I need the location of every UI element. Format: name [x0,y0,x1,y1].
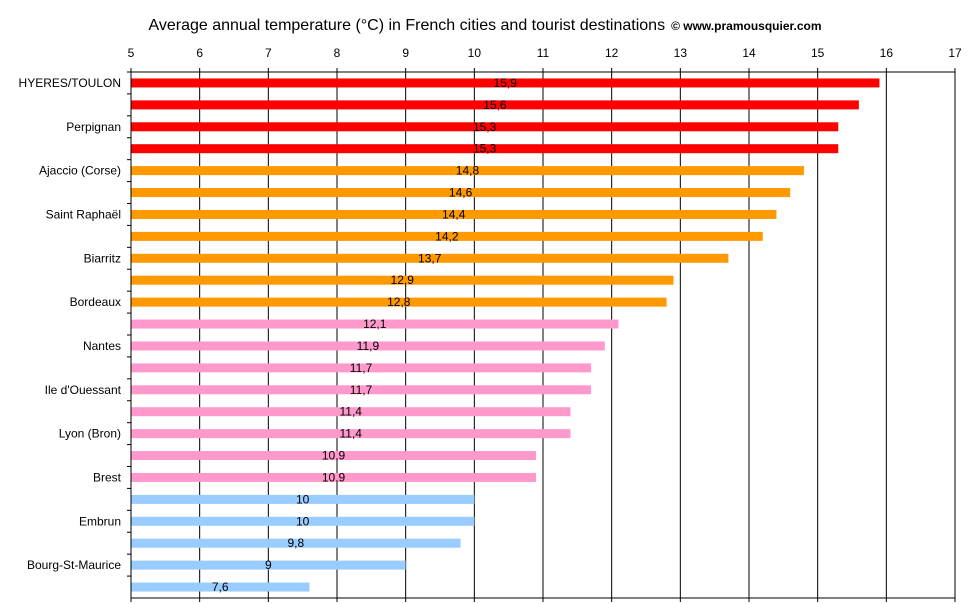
category-label-16: Lyon (Bron) [59,427,121,441]
axes [127,68,956,602]
data-label-9: 12,9 [391,273,415,287]
data-label-7: 14,2 [435,229,459,243]
data-label-11: 12,1 [363,317,387,331]
data-labels: 15,9 15,6 15,3 15,3 14,8 14,6 14,4 14,2 13,712,9… [212,76,517,594]
x-tick-label-5: 5 [128,46,135,60]
data-label-3: 15,3 [473,142,497,156]
x-tick-label-9: 9 [402,46,409,60]
data-label-1: 15,6 [483,98,507,112]
data-label-5: 14,6 [449,186,473,200]
category-label-12: Nantes [83,339,121,353]
bar-15 [131,407,571,417]
x-tick-label-15: 15 [811,46,825,60]
bar-3 [131,144,839,154]
category-label-14: Ile d'Ouessant [45,383,122,397]
chart-title: Average annual temperature (°C) in Frenc… [0,17,970,35]
data-label-20: 10 [296,514,310,528]
data-label-21: 9,8 [287,536,304,550]
bar-10 [131,297,667,307]
copyright-text: © www.pramousquier.com [671,19,822,33]
bar-8 [131,253,729,263]
bar-22 [131,560,406,570]
data-label-19: 10 [296,492,310,506]
data-label-18: 10,9 [322,470,346,484]
category-label-8: Biarritz [84,251,121,265]
data-label-0: 15,9 [494,76,518,90]
x-tick-label-16: 16 [880,46,894,60]
x-tick-label-8: 8 [334,46,341,60]
data-label-14: 11,7 [350,383,373,397]
data-label-15: 11,4 [339,405,362,419]
bar-0 [131,78,880,88]
bar-12 [131,341,605,351]
x-tick-label-6: 6 [196,46,203,60]
category-label-4: Ajaccio (Corse) [39,164,121,178]
category-label-20: Embrun [79,514,121,528]
grid-lines [199,72,956,598]
bar-13 [131,363,592,373]
bar-14 [131,385,592,395]
data-label-17: 10,9 [322,449,346,463]
bar-16 [131,429,571,439]
bar-23 [131,582,310,592]
data-label-23: 7,6 [212,580,229,594]
bar-1 [131,100,859,110]
category-label-22: Bourg-St-Maurice [27,558,121,572]
bar-19 [131,494,475,504]
category-label-10: Bordeaux [70,295,121,309]
category-label-18: Brest [93,470,122,484]
bar-4 [131,166,804,176]
data-label-16: 11,4 [339,427,362,441]
data-label-4: 14,8 [456,164,480,178]
x-tick-label-7: 7 [265,46,272,60]
x-tick-label-12: 12 [605,46,619,60]
data-label-13: 11,7 [350,361,373,375]
bar-2 [131,122,839,132]
x-tick-label-10: 10 [468,46,482,60]
x-tick-label-14: 14 [742,46,756,60]
bar-20 [131,516,475,526]
bar-6 [131,209,777,219]
bar-5 [131,188,791,198]
data-label-6: 14,4 [442,207,466,221]
bar-18 [131,472,537,482]
category-label-6: Saint Raphaël [46,207,121,221]
bars [131,78,880,592]
x-tick-label-13: 13 [674,46,688,60]
x-tick-label-17: 17 [948,46,962,60]
data-label-2: 15,3 [473,120,497,134]
category-label-0: HYERES/TOULON [19,76,121,90]
x-tick-label-11: 11 [537,46,550,60]
data-label-22: 9 [265,558,272,572]
category-label-2: Perpignan [66,120,121,134]
bar-7 [131,231,763,241]
bar-21 [131,538,461,548]
bar-11 [131,319,619,329]
bar-9 [131,275,674,285]
data-label-12: 11,9 [357,339,380,353]
y-category-labels: HYERES/TOULON Perpignan Ajaccio (Corse) Sai… [19,76,122,572]
data-label-10: 12,8 [387,295,411,309]
bar-17 [131,451,537,461]
chart-title-text: Average annual temperature (°C) in Frenc… [148,17,666,34]
data-label-8: 13,7 [418,251,442,265]
x-tick-labels: 5 6 7 8 9 10 11 12 13 14 15 16 17 [128,46,962,60]
